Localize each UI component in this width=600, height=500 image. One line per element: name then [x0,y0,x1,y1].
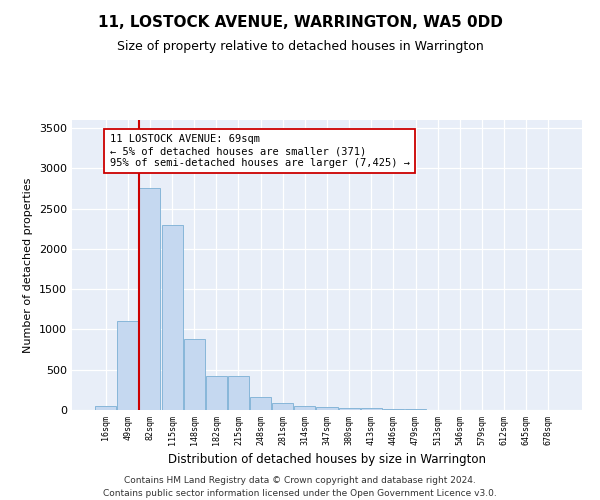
Bar [139,188,160,410]
Bar [118,322,139,410]
Bar [338,408,359,410]
Bar [383,409,404,410]
Text: Contains HM Land Registry data © Crown copyright and database right 2024.: Contains HM Land Registry data © Crown c… [124,476,476,485]
X-axis label: Distribution of detached houses by size in Warrington: Distribution of detached houses by size … [168,453,486,466]
Bar [206,376,227,410]
Bar [228,376,249,410]
Bar [184,339,205,410]
Bar [161,224,182,410]
Bar [272,403,293,410]
Bar [95,406,116,410]
Bar [295,406,316,410]
Text: Size of property relative to detached houses in Warrington: Size of property relative to detached ho… [116,40,484,53]
Text: 11, LOSTOCK AVENUE, WARRINGTON, WA5 0DD: 11, LOSTOCK AVENUE, WARRINGTON, WA5 0DD [98,15,502,30]
Y-axis label: Number of detached properties: Number of detached properties [23,178,34,352]
Text: 11 LOSTOCK AVENUE: 69sqm
← 5% of detached houses are smaller (371)
95% of semi-d: 11 LOSTOCK AVENUE: 69sqm ← 5% of detache… [110,134,410,168]
Bar [316,407,338,410]
Text: Contains public sector information licensed under the Open Government Licence v3: Contains public sector information licen… [103,488,497,498]
Bar [361,408,382,410]
Bar [250,397,271,410]
